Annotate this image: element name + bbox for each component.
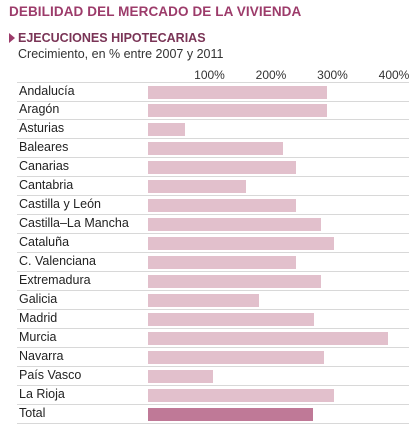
bar-row: La Rioja (17, 386, 409, 405)
category-label: Canarias (19, 159, 70, 173)
bar-row: Madrid (17, 310, 409, 329)
tick-label: 300% (317, 68, 348, 82)
bar-row: Baleares (17, 139, 409, 158)
bar (148, 370, 213, 383)
bar-row: Cataluña (17, 234, 409, 253)
tick-label: 200% (255, 68, 287, 82)
bar-row: C. Valenciana (17, 253, 409, 272)
category-label: Cantabria (19, 178, 74, 192)
bar (148, 332, 389, 345)
bar (148, 180, 247, 193)
bar-row: Total (17, 405, 409, 424)
bar (148, 86, 327, 99)
category-label: Cataluña (19, 235, 70, 249)
subtitle-block: EJECUCIONES HIPOTECARIAS (9, 29, 206, 47)
bar-row: Aragón (17, 101, 409, 120)
category-label: Castilla y León (19, 197, 101, 211)
bar (148, 389, 335, 402)
bar (148, 142, 284, 155)
bar (148, 199, 296, 212)
bar-row: Murcia (17, 329, 409, 348)
bar-row: Galicia (17, 291, 409, 310)
category-label: Asturias (19, 121, 65, 135)
category-label: La Rioja (19, 387, 65, 401)
chart-title: DEBILIDAD DEL MERCADO DE LA VIVIENDA (9, 4, 302, 19)
category-label: Castilla–La Mancha (19, 216, 129, 230)
bar (148, 161, 296, 174)
bar (148, 104, 327, 117)
chart-caption: Crecimiento, en % entre 2007 y 2011 (18, 47, 224, 61)
bar (148, 256, 297, 269)
bar (148, 275, 322, 288)
chart-subtitle: EJECUCIONES HIPOTECARIAS (18, 30, 206, 45)
category-label: Total (19, 406, 46, 420)
bar-row: País Vasco (17, 367, 409, 386)
bar-row: Castilla y León (17, 196, 409, 215)
tick-label: 400% (378, 68, 410, 82)
bar-row: Asturias (17, 120, 409, 139)
bar-row: Canarias (17, 158, 409, 177)
category-label: Madrid (19, 311, 58, 325)
bar (148, 237, 334, 250)
bar (148, 294, 260, 307)
category-label: Aragón (19, 102, 60, 116)
bar-row: Extremadura (17, 272, 409, 291)
bar (148, 351, 324, 364)
category-label: C. Valenciana (19, 254, 96, 268)
tick-label: 100% (194, 68, 225, 82)
bar-row: Cantabria (17, 177, 409, 196)
bar-row: Castilla–La Mancha (17, 215, 409, 234)
category-label: Extremadura (19, 273, 91, 287)
bar-row: Navarra (17, 348, 409, 367)
bar (148, 123, 185, 136)
category-label: Navarra (19, 349, 64, 363)
bar (148, 313, 315, 326)
category-label: País Vasco (19, 368, 82, 382)
category-label: Galicia (19, 292, 58, 306)
category-label: Murcia (19, 330, 57, 344)
triangle-marker-icon (9, 32, 15, 43)
category-label: Andalucía (19, 84, 75, 98)
bar-total (148, 408, 313, 421)
category-label: Baleares (19, 140, 69, 154)
bar (148, 218, 321, 231)
bar-row: Andalucía (17, 82, 409, 102)
